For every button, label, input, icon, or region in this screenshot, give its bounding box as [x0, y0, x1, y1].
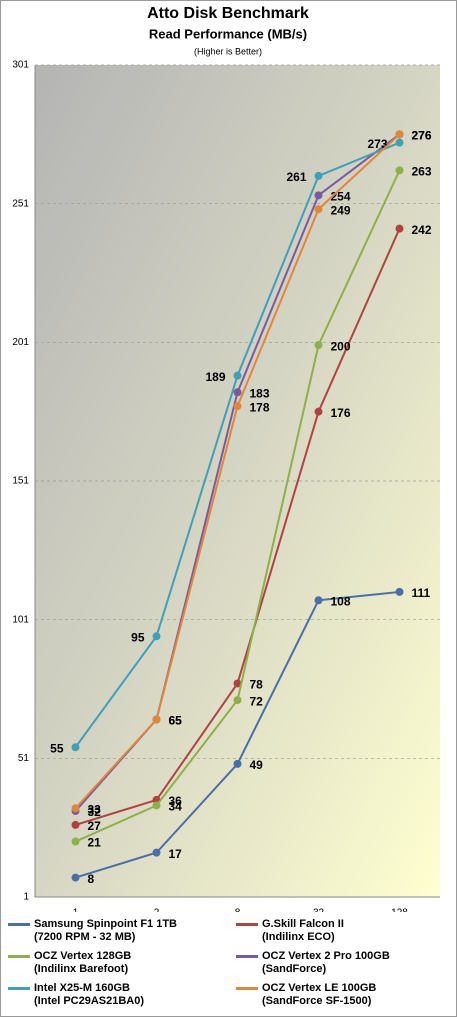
data-label: 32 — [88, 805, 102, 819]
legend-item: Intel X25-M 160GB (Intel PC29AS21BA0) — [0, 982, 228, 1008]
data-label: 55 — [50, 741, 64, 755]
legend-swatch — [236, 950, 258, 963]
point — [233, 759, 242, 768]
point — [71, 743, 80, 752]
x-tick-label: 32 — [313, 908, 325, 912]
point — [395, 138, 404, 147]
data-label: 95 — [131, 630, 145, 644]
y-tick-label: 201 — [12, 337, 29, 348]
data-label: 242 — [412, 223, 432, 237]
point — [233, 402, 242, 411]
point — [71, 837, 80, 846]
data-label: 34 — [169, 800, 183, 814]
legend-label: OCZ Vertex LE 100GB (SandForce SF-1500) — [262, 982, 377, 1007]
legend-label: Samsung Spinpoint F1 1TB (7200 RPM - 32 … — [34, 918, 178, 943]
point — [152, 801, 161, 810]
point — [395, 224, 404, 233]
legend: Samsung Spinpoint F1 1TB (7200 RPM - 32 … — [0, 918, 457, 1008]
data-label: 178 — [250, 400, 270, 414]
data-label: 183 — [250, 386, 270, 400]
y-tick-label: 51 — [18, 753, 30, 764]
point — [395, 166, 404, 175]
data-label: 111 — [412, 586, 431, 600]
x-tick-label: 8 — [235, 908, 241, 912]
chart-note: (Higher is Better) — [194, 46, 262, 56]
data-label: 276 — [412, 129, 432, 143]
data-label: 200 — [331, 339, 351, 353]
point — [314, 171, 323, 180]
point — [152, 715, 161, 724]
point — [71, 873, 80, 882]
y-tick-label: 151 — [12, 476, 29, 487]
data-label: 276 — [412, 129, 432, 143]
data-label: 21 — [88, 836, 102, 850]
point — [233, 679, 242, 688]
point — [152, 632, 161, 641]
point — [233, 696, 242, 705]
point — [314, 596, 323, 605]
data-label: 78 — [250, 678, 264, 692]
point — [395, 587, 404, 596]
point — [233, 371, 242, 380]
data-label: 33 — [88, 802, 102, 816]
legend-label: OCZ Vertex 2 Pro 100GB (SandForce) — [262, 950, 390, 975]
legend-swatch — [8, 918, 30, 931]
data-label: 263 — [412, 165, 432, 179]
legend-label: OCZ Vertex 128GB (Indilinx Barefoot) — [34, 950, 132, 975]
legend-swatch — [236, 918, 258, 931]
data-label: 36 — [169, 794, 183, 808]
data-label: 108 — [331, 594, 351, 608]
data-label: 176 — [331, 406, 351, 420]
point — [395, 130, 404, 139]
chart: Atto Disk Benchmark Read Performance (MB… — [12, 5, 440, 912]
data-label: 249 — [331, 203, 351, 217]
legend-item: OCZ Vertex 128GB (Indilinx Barefoot) — [0, 950, 228, 976]
data-label: 189 — [205, 370, 225, 384]
y-tick-label: 101 — [12, 614, 29, 625]
y-tick-label: 251 — [12, 198, 29, 209]
point — [152, 848, 161, 857]
chart-title: Atto Disk Benchmark — [147, 5, 309, 22]
x-tick-label: 2 — [154, 908, 160, 912]
data-label: 49 — [250, 758, 264, 772]
legend-swatch — [236, 982, 258, 995]
point — [71, 820, 80, 829]
legend-item: OCZ Vertex 2 Pro 100GB (SandForce) — [228, 950, 456, 976]
point — [233, 388, 242, 397]
legend-item: G.Skill Falcon II (Indilinx ECO) — [228, 918, 456, 944]
data-label: 273 — [367, 137, 387, 151]
data-label: 65 — [169, 714, 183, 728]
y-tick-label: 301 — [12, 60, 29, 71]
data-label: 27 — [88, 819, 102, 833]
y-tick-label: 1 — [23, 892, 29, 903]
point — [314, 407, 323, 416]
legend-swatch — [8, 950, 30, 963]
point — [314, 205, 323, 214]
chart-subtitle: Read Performance (MB/s) — [149, 26, 307, 41]
x-tick-label: 1 — [73, 908, 79, 912]
point — [314, 341, 323, 350]
data-label: 261 — [286, 170, 306, 184]
legend-label: Intel X25-M 160GB (Intel PC29AS21BA0) — [34, 982, 145, 1007]
x-tick-label: 128 — [391, 908, 408, 912]
legend-item: Samsung Spinpoint F1 1TB (7200 RPM - 32 … — [0, 918, 228, 944]
point — [314, 191, 323, 200]
legend-label: G.Skill Falcon II (Indilinx ECO) — [262, 918, 344, 943]
data-label: 17 — [169, 847, 183, 861]
data-label: 65 — [169, 714, 183, 728]
legend-item: OCZ Vertex LE 100GB (SandForce SF-1500) — [228, 982, 456, 1008]
point — [71, 804, 80, 813]
data-label: 72 — [250, 694, 264, 708]
legend-swatch — [8, 982, 30, 995]
data-label: 8 — [88, 872, 95, 886]
